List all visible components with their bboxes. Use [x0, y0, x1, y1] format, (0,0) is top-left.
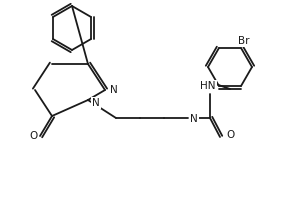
Text: N: N — [110, 85, 118, 95]
Text: N: N — [92, 98, 100, 108]
Text: O: O — [29, 131, 37, 141]
Text: HN: HN — [200, 81, 216, 91]
Text: O: O — [226, 130, 234, 140]
Text: N: N — [190, 114, 198, 124]
Text: Br: Br — [238, 36, 250, 46]
